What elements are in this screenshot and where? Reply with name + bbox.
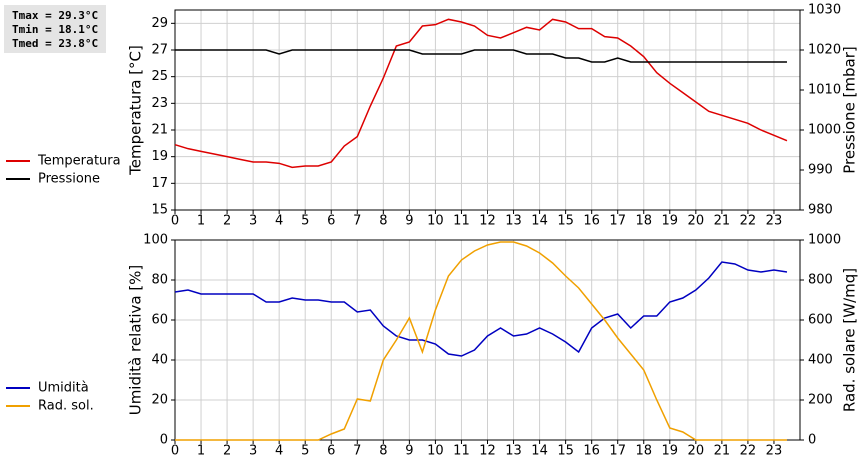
x-tick-label: 22 (740, 214, 757, 229)
y-tick-label: 60 (151, 313, 168, 328)
x-tick-label: 18 (635, 214, 652, 229)
x-tick-label: 13 (505, 444, 522, 459)
y2-tick-label: 1000 (808, 123, 841, 138)
stat: Tmed = 23.8°C (12, 37, 98, 50)
x-tick-label: 5 (301, 444, 309, 459)
x-tick-label: 7 (353, 214, 361, 229)
x-tick-label: 10 (427, 444, 444, 459)
x-tick-label: 3 (249, 444, 257, 459)
y2-tick-label: 600 (808, 313, 833, 328)
y-axis-label: Temperatura [°C] (127, 45, 145, 176)
x-tick-label: 20 (688, 214, 705, 229)
x-tick-label: 6 (327, 444, 335, 459)
y-tick-label: 19 (151, 149, 168, 164)
y-tick-label: 40 (151, 353, 168, 368)
series-line (175, 49, 787, 63)
y2-tick-label: 0 (808, 433, 816, 448)
x-tick-label: 20 (688, 444, 705, 459)
y-tick-label: 17 (151, 176, 168, 191)
series-line (174, 261, 788, 357)
y-tick-label: 25 (151, 69, 168, 84)
plot-frame (174, 239, 801, 441)
stats-box (4, 5, 106, 53)
y-tick-label: 0 (160, 433, 168, 448)
y-tick-label: 21 (151, 123, 168, 138)
series-line (174, 18, 788, 169)
x-tick-label: 0 (171, 214, 179, 229)
x-tick-label: 9 (405, 214, 413, 229)
x-tick-label: 8 (379, 444, 387, 459)
stat: Tmin = 18.1°C (12, 23, 98, 36)
x-tick-label: 2 (223, 214, 231, 229)
x-tick-label: 12 (479, 214, 496, 229)
x-tick-label: 8 (379, 214, 387, 229)
x-tick-label: 6 (327, 214, 335, 229)
y2-tick-label: 400 (808, 353, 833, 368)
y2-axis-label: Pressione [mbar] (841, 46, 859, 174)
legend-label: Umidità (38, 381, 89, 396)
y-tick-label: 27 (151, 43, 168, 58)
y2-axis-label: Rad. solare [W/mq] (841, 268, 859, 412)
y-axis-label: Umidità relativa [%] (127, 265, 145, 416)
x-tick-label: 21 (714, 214, 731, 229)
y-tick-label: 15 (151, 203, 168, 218)
y2-tick-label: 990 (808, 163, 833, 178)
legend-label: Pressione (38, 172, 100, 187)
x-tick-label: 5 (301, 214, 309, 229)
y2-tick-label: 1030 (808, 3, 841, 18)
x-tick-label: 1 (197, 444, 205, 459)
x-tick-label: 13 (505, 214, 522, 229)
x-tick-label: 16 (583, 444, 600, 459)
x-tick-label: 17 (609, 214, 626, 229)
x-tick-label: 23 (766, 444, 783, 459)
x-tick-label: 7 (353, 444, 361, 459)
y2-tick-label: 980 (808, 203, 833, 218)
x-tick-label: 15 (557, 214, 574, 229)
x-tick-label: 4 (275, 444, 283, 459)
x-tick-label: 16 (583, 214, 600, 229)
legend-label: Temperatura (37, 154, 121, 169)
x-tick-label: 9 (405, 444, 413, 459)
x-tick-label: 18 (635, 444, 652, 459)
x-tick-label: 11 (453, 444, 470, 459)
plot-frame (174, 9, 801, 211)
x-tick-label: 19 (662, 444, 679, 459)
x-tick-label: 11 (453, 214, 470, 229)
y2-tick-label: 1000 (808, 233, 841, 248)
x-tick-label: 17 (609, 444, 626, 459)
x-tick-label: 1 (197, 214, 205, 229)
legend-label: Rad. sol. (38, 399, 94, 414)
y2-tick-label: 200 (808, 393, 833, 408)
series-line (175, 241, 787, 441)
x-tick-label: 4 (275, 214, 283, 229)
x-tick-label: 12 (479, 444, 496, 459)
y2-tick-label: 1010 (808, 83, 841, 98)
y-tick-label: 29 (151, 16, 168, 31)
x-tick-label: 21 (714, 444, 731, 459)
x-tick-label: 15 (557, 444, 574, 459)
y2-tick-label: 800 (808, 273, 833, 288)
x-tick-label: 2 (223, 444, 231, 459)
y-tick-label: 100 (143, 233, 168, 248)
y2-tick-label: 1020 (808, 43, 841, 58)
x-tick-label: 3 (249, 214, 257, 229)
x-tick-label: 23 (766, 214, 783, 229)
x-tick-label: 14 (531, 444, 548, 459)
stat: Tmax = 29.3°C (12, 9, 98, 22)
x-tick-label: 0 (171, 444, 179, 459)
x-tick-label: 14 (531, 214, 548, 229)
x-tick-label: 10 (427, 214, 444, 229)
y-tick-label: 80 (151, 273, 168, 288)
x-tick-label: 19 (662, 214, 679, 229)
y-tick-label: 23 (151, 96, 168, 111)
y-tick-label: 20 (151, 393, 168, 408)
x-tick-label: 22 (740, 444, 757, 459)
